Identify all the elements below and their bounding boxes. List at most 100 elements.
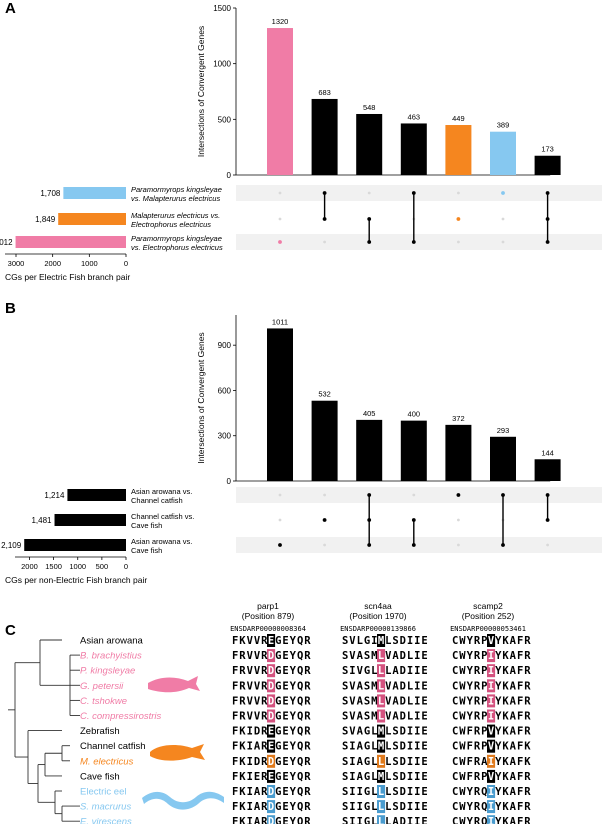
gene-position: (Position 879) [242,611,295,621]
convergent-residue: E [268,635,274,647]
sequence-suffix: VADLIE [385,711,428,723]
convergent-residue: L [378,650,384,662]
electric-catfish-silhouette [150,744,205,761]
convergent-residue: E [268,726,274,738]
panelB-bar-label: 405 [363,409,376,418]
convergent-residue: L [378,711,384,723]
convergent-residue: D [268,680,274,692]
sequence-suffix: LADIIE [385,816,428,824]
aligned-site-highlight [487,739,496,753]
sequence-suffix: GEYQR [275,680,311,692]
convergent-residue: I [488,711,494,723]
sequence-suffix: VADLIE [385,695,428,707]
aligned-site-highlight [487,754,496,768]
panelA-set-count: 1,849 [35,215,56,224]
panel-c-letter: C [5,622,16,639]
panelA-matrix-dot [323,240,326,244]
panelA-set-bar [15,236,127,248]
convergent-residue: D [268,801,274,813]
panelA-bar [445,125,472,175]
aligned-site-highlight [267,739,276,753]
panelA-set-axis-tick-label: 2000 [44,259,61,268]
sequence-prefix: CWFRP [452,726,488,738]
aligned-site-highlight [487,724,496,738]
panelA-set-axis-tick-label: 0 [124,259,128,268]
aligned-site-highlight [377,694,386,708]
gene-name: parp1 [257,601,279,611]
aligned-site-highlight [487,800,496,814]
aligned-site-highlight [267,694,276,708]
aligned-site-highlight [377,634,386,647]
sequence-suffix: YKAFR [495,665,531,677]
species-label: Cave fish [80,771,120,782]
convergent-residue: E [268,741,274,753]
panelB-matrix-dot [278,518,282,522]
aligned-site-highlight [267,679,276,693]
sequence-suffix: YKAFR [495,695,531,707]
sequence-prefix: CWFRA [452,756,488,768]
sequence-suffix: YKAFR [495,650,531,662]
sequence-prefix: CWYRP [452,635,488,647]
sequence-prefix: CWYRP [452,695,488,707]
panelA-set-axis-label: CGs per Electric Fish branch pair [5,272,130,282]
panelA-set-label: vs. Electrophorus electricus [131,243,223,252]
convergent-residue: M [378,741,384,753]
sequence-suffix: YKAFR [495,801,531,813]
panelB-set-label: Channel catfish vs. [131,512,194,521]
panelB-y-tick-label: 0 [227,477,232,486]
aligned-site-highlight [487,785,496,798]
panelA-bar [311,98,338,175]
sequence-prefix: SIVGL [342,665,378,677]
panelA-set-bar [63,187,126,199]
sequence-prefix: CWYRP [452,665,488,677]
sequence-prefix: FKIAR [232,816,268,824]
sequence-suffix: GEYQR [275,711,311,723]
aligned-site-highlight [267,664,276,678]
sequence-prefix: FKVVR [232,635,268,647]
phylogeny-tree [8,639,80,822]
panelA-y-axis-label: Intersections of Convergent Genes [196,26,206,157]
sequence-prefix: FKIDR [232,726,268,738]
panelA-bar-label: 449 [452,114,465,123]
aligned-site-highlight [377,724,386,738]
panelB-set-axis-tick-label: 1500 [45,562,62,571]
convergent-residue: I [488,680,494,692]
sequence-suffix: VADLIE [385,650,428,662]
panelA-y-tick-label: 0 [227,171,232,180]
panelB-bar [311,400,338,481]
sequence-suffix: GEYQR [275,756,311,768]
panelB-y-axis-label: Intersections of Convergent Genes [196,332,206,463]
convergent-residue: I [488,665,494,677]
convergent-residue: I [488,756,494,768]
aligned-site-highlight [487,649,496,663]
convergent-residue: L [378,786,384,798]
panelB-set-label: Channel catfish [131,496,183,505]
sequence-suffix: YKAFK [495,741,531,753]
sequence-suffix: YKAFR [495,771,531,783]
panelB-bar [534,459,561,481]
sequence-prefix: FKIDR [232,756,268,768]
sequence-suffix: VADLIE [385,680,428,692]
panelA-matrix-dot [501,240,505,244]
gene-name: scamp2 [473,601,503,611]
aligned-site-highlight [487,679,496,693]
panelA-matrix-row-shade [236,234,602,250]
sequence-prefix: SIIGL [342,801,378,813]
panelB-matrix-dot [412,493,416,497]
panelB-set-count: 1,481 [31,516,52,525]
sequence-suffix: GEYQR [275,786,311,798]
panelB-bar-label: 532 [318,390,331,399]
panelA-set-axis-tick-label: 3000 [8,259,25,268]
panelB-matrix-row-shade [236,537,602,553]
panelA-y-tick-label: 500 [218,115,232,124]
sequence-prefix: FRVVR [232,665,268,677]
convergent-residue: D [268,816,274,824]
sequence-prefix: SIAGL [342,741,378,753]
sequence-prefix: SVASM [342,650,378,662]
gene-name: scn4aa [364,601,392,611]
convergent-residue: D [268,665,274,677]
aligned-site-highlight [267,815,276,824]
sequence-prefix: FRVVR [232,650,268,662]
sequence-suffix: GEYQR [275,695,311,707]
panelB-bar [400,420,427,481]
